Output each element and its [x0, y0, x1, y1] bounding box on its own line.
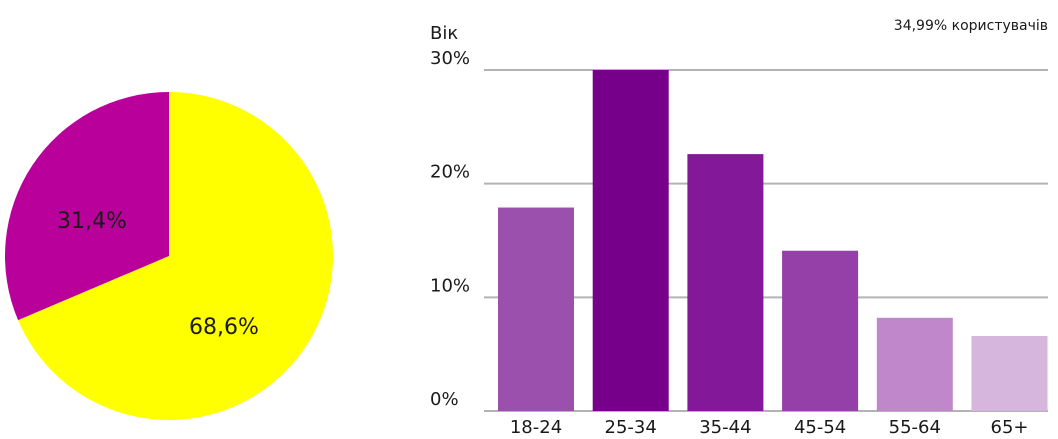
- pie-slice-label-1: 68,6%: [189, 315, 259, 340]
- y-tick-label-0: 0%: [430, 389, 459, 410]
- pie-slice-1: [18, 92, 334, 420]
- x-category-label-2: 35-44: [699, 417, 751, 438]
- y-tick-label-1: 10%: [430, 275, 470, 296]
- bar-55-64: [876, 317, 953, 411]
- users-note: 34,99% користувачів: [894, 18, 1048, 34]
- pie-chart: 68,6% 31,4%: [4, 92, 334, 420]
- x-axis-categories: 18-24 25-34 35-44 45-54 55-64 65+: [510, 417, 1029, 438]
- x-category-label-4: 55-64: [889, 417, 941, 438]
- bars: [498, 70, 1048, 411]
- x-category-label-0: 18-24: [510, 417, 562, 438]
- x-category-label-3: 45-54: [794, 417, 846, 438]
- y-tick-label-3: 30%: [430, 48, 470, 69]
- x-category-label-5: 65+: [991, 417, 1029, 438]
- y-axis-title: Вік: [430, 23, 458, 44]
- pie-slice-label-2: 31,4%: [57, 209, 127, 234]
- bar-45-54: [782, 250, 859, 411]
- x-category-label-1: 25-34: [605, 417, 657, 438]
- y-axis-ticks: 0% 10% 20% 30%: [430, 48, 470, 410]
- bar-25-34: [592, 70, 669, 411]
- pie-slice-2: [4, 92, 170, 321]
- bar-chart: 0% 10% 20% 30% 18-24 25-34 35-44 45-54 55-64 65+…: [430, 18, 1048, 438]
- y-tick-label-2: 20%: [430, 162, 470, 183]
- bar-65+: [971, 335, 1048, 411]
- bar-35-44: [687, 154, 764, 411]
- gridlines: [484, 69, 1048, 412]
- bar-18-24: [498, 207, 574, 411]
